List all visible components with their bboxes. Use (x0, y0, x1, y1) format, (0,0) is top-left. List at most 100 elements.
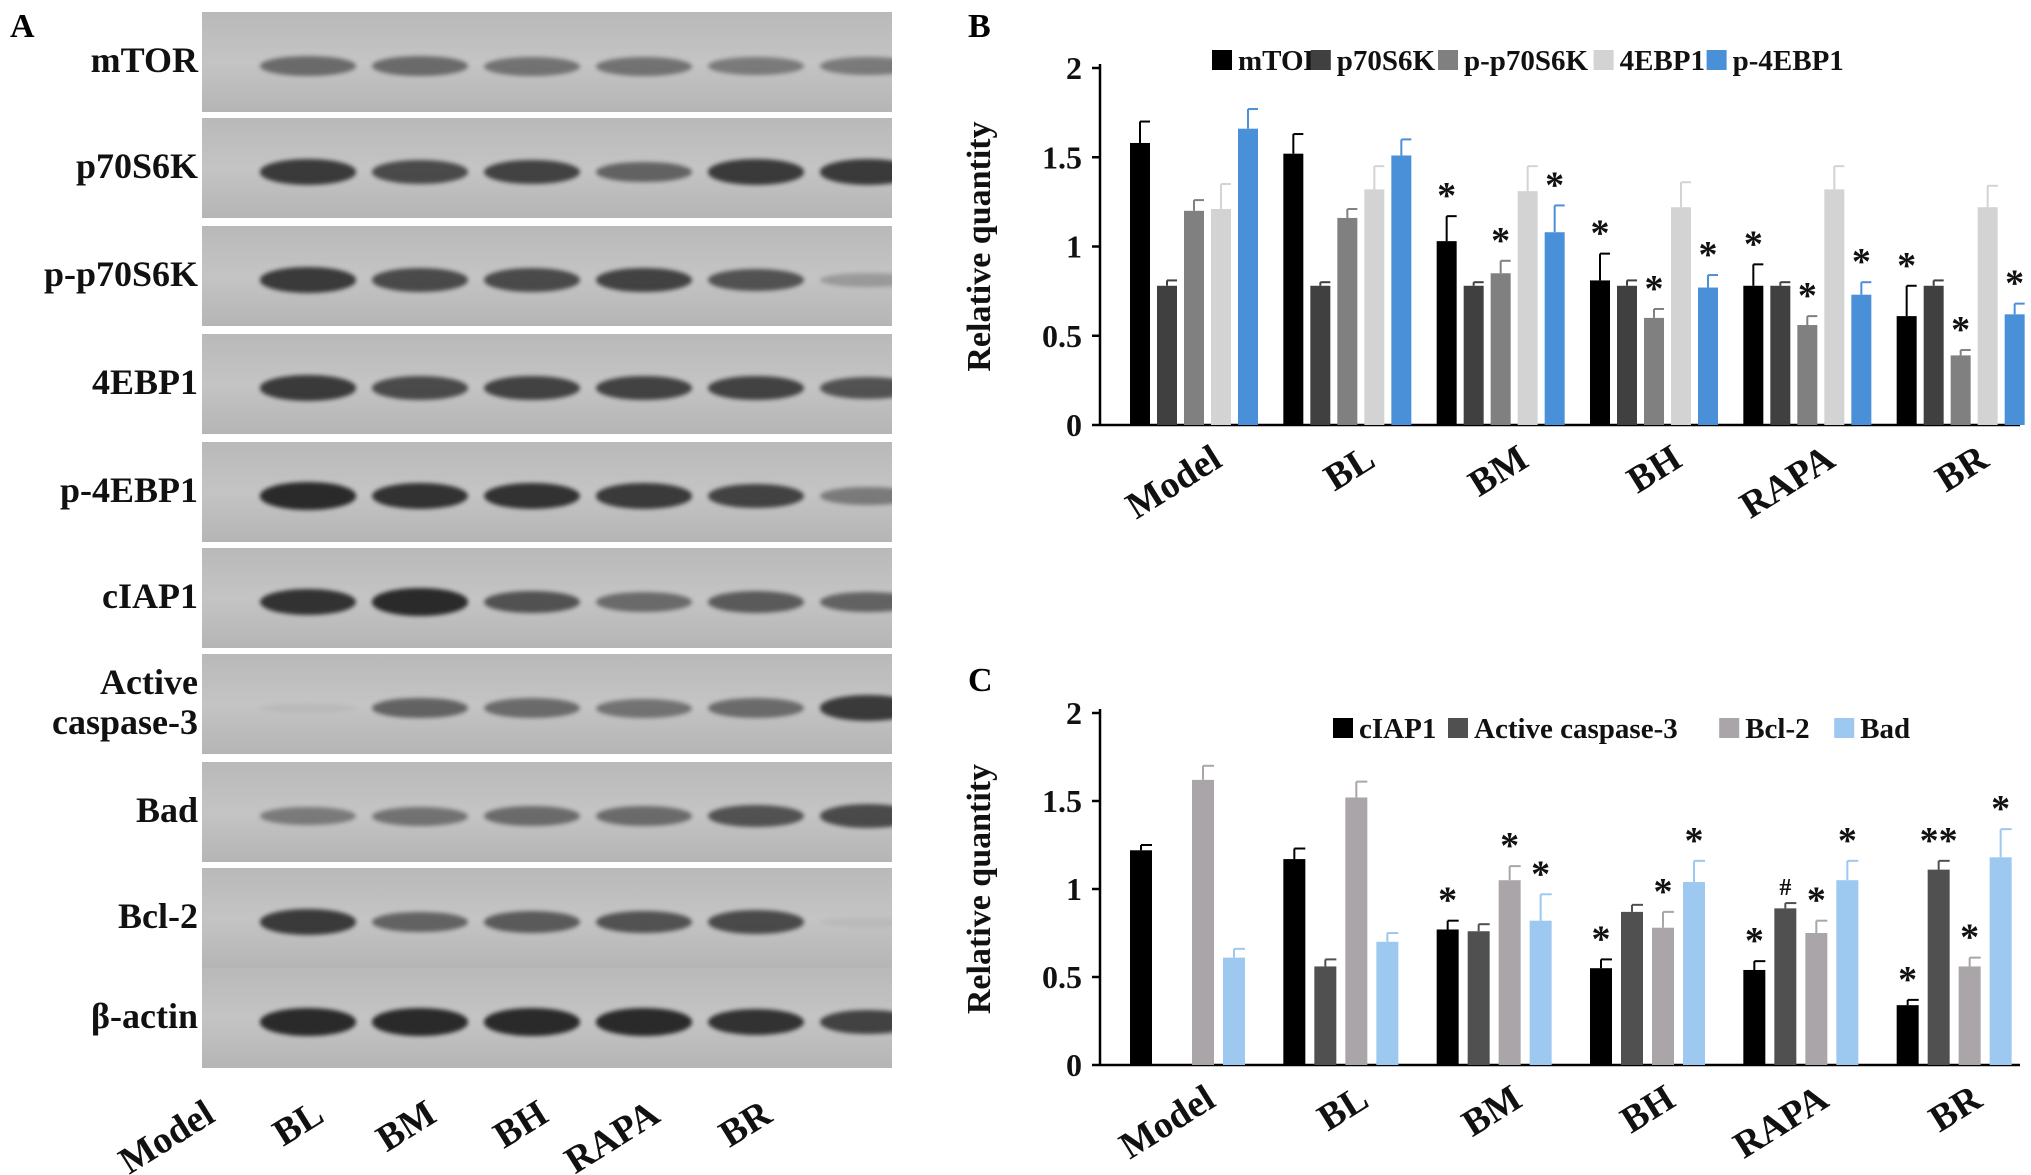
blot-label-ciap1: cIAP1 (102, 576, 198, 616)
blot-band (820, 486, 892, 506)
blot-strip-ciap1 (202, 548, 892, 648)
blot-label-4ebp1: 4EBP1 (91, 362, 198, 402)
blot-band (260, 588, 356, 616)
y-tick-label: 0 (1066, 407, 1082, 443)
bar-4ebp1 (1671, 207, 1691, 425)
legend-label: cIAP1 (1359, 713, 1436, 745)
blot-band (596, 910, 692, 934)
bar-4ebp1 (1517, 191, 1538, 425)
y-tick-label: 0 (1066, 1047, 1082, 1083)
blot-band (708, 56, 804, 76)
blot-lane-label-rapa: RAPA (557, 1092, 668, 1175)
bar-p-p70s6k (1184, 210, 1204, 425)
legend-swatch (1706, 50, 1727, 70)
blot-lane-label-model: Model (111, 1092, 222, 1175)
legend-label: p-4EBP1 (1733, 45, 1844, 77)
blot-band (484, 268, 580, 292)
legend-swatch (1333, 718, 1353, 738)
bar-p-4ebp1 (1391, 155, 1412, 425)
blot-band (484, 375, 580, 401)
blot-label-part: caspase-3 (52, 702, 198, 742)
y-tick-label: 1 (1066, 871, 1082, 907)
significance-mark: * (1491, 220, 1510, 262)
legend-swatch (1593, 50, 1614, 70)
significance-mark: * (1898, 959, 1917, 1001)
significance-mark: ** (1920, 820, 1958, 862)
blot-band (484, 56, 580, 76)
bar-bcl-2 (1345, 797, 1368, 1065)
significance-mark: * (1951, 309, 1970, 351)
bar-p-p70s6k (1950, 355, 1971, 425)
blot-strip--actin (202, 968, 892, 1068)
blot-band (820, 272, 892, 288)
blot-band (708, 483, 804, 509)
significance-mark: * (1744, 223, 1763, 265)
legend-label: 4EBP1 (1620, 45, 1705, 77)
blot-band (260, 375, 356, 401)
bar-p70s6k (1157, 285, 1177, 425)
blot-band (596, 161, 692, 183)
x-category-label: RAPA (1726, 1077, 1836, 1167)
blot-strip-4ebp1 (202, 334, 892, 434)
legend-swatch (1212, 50, 1232, 70)
bar-4ebp1 (1977, 207, 1998, 425)
blot-lane-label-bm: BM (368, 1092, 444, 1161)
bar-bad (1683, 881, 1705, 1065)
bar-ciap1 (1590, 968, 1612, 1065)
x-category-label: BH (1620, 437, 1689, 502)
blot-band (708, 1008, 804, 1036)
blot-band (372, 588, 468, 616)
x-category-label: BM (1461, 437, 1535, 505)
bar-bcl-2 (1498, 880, 1521, 1065)
bar-bcl-2 (1958, 966, 1981, 1065)
blot-band (484, 698, 580, 718)
significance-mark: * (1592, 918, 1611, 960)
blot-band (596, 483, 692, 509)
blot-band (372, 806, 468, 826)
bar-mtor (1590, 280, 1610, 425)
blot-band (596, 1008, 692, 1036)
bar-ciap1 (1896, 1005, 1919, 1065)
panel-letter-a: A (10, 8, 35, 45)
bar-ciap1 (1436, 929, 1459, 1065)
blot-band (596, 56, 692, 76)
bar-active-caspase-3 (1467, 931, 1490, 1065)
x-category-label: Model (1119, 437, 1229, 527)
x-category-label: BR (1922, 1077, 1989, 1141)
blot-band (260, 159, 356, 185)
blot-band (820, 159, 892, 185)
x-category-label: Model (1112, 1077, 1222, 1167)
significance-mark: * (1545, 164, 1564, 206)
significance-mark: * (2005, 263, 2024, 305)
bar-p-4ebp1 (1698, 287, 1718, 425)
legend-label: Bcl-2 (1745, 713, 1809, 745)
blot-band (484, 1008, 580, 1036)
significance-mark: * (1531, 853, 1550, 895)
y-tick-label: 1.5 (1042, 783, 1082, 819)
legend-label: Bad (1860, 713, 1910, 745)
significance-mark: * (1838, 820, 1857, 862)
blot-band (484, 159, 580, 185)
legend-swatch (1438, 50, 1458, 70)
blot-band (708, 910, 804, 934)
blot-band (820, 695, 892, 721)
western-blot-panel: A mTOR p70S6K p-p70S6K 4EBP1 p-4EBP1 cIAP1 Act… (0, 0, 920, 1175)
blot-label-active-caspase-3: Active caspase-3 (0, 662, 198, 742)
blot-band (596, 375, 692, 401)
y-tick-label: 1.5 (1042, 139, 1082, 175)
bar-bad (1529, 920, 1552, 1065)
blot-lane-label-br: BR (712, 1092, 780, 1156)
x-category-label: BL (1317, 437, 1382, 499)
blot-label-p-4ebp1: p-4EBP1 (59, 470, 198, 510)
blot-strip-mtor (202, 12, 892, 112)
legend-label: p-p70S6K (1464, 45, 1589, 77)
significance-mark: * (1645, 268, 1664, 310)
blot-label-p70s6k: p70S6K (75, 146, 198, 186)
significance-mark: * (1437, 175, 1456, 217)
bar-p70s6k (1770, 285, 1791, 425)
bar-4ebp1 (1364, 189, 1385, 425)
blot-label-p-p70s6k: p-p70S6K (43, 254, 198, 294)
y-axis-label: Relative quantity (961, 121, 998, 371)
blot-band (708, 698, 804, 718)
blot-band (820, 804, 892, 828)
